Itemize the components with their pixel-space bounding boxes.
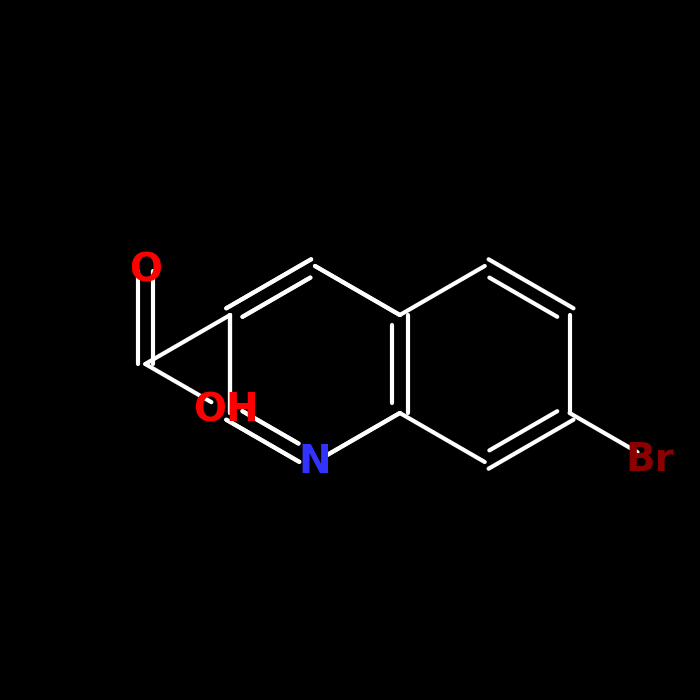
Text: N: N <box>299 443 331 481</box>
Text: O: O <box>129 252 162 290</box>
Text: Br: Br <box>626 440 675 479</box>
Text: OH: OH <box>193 391 259 430</box>
